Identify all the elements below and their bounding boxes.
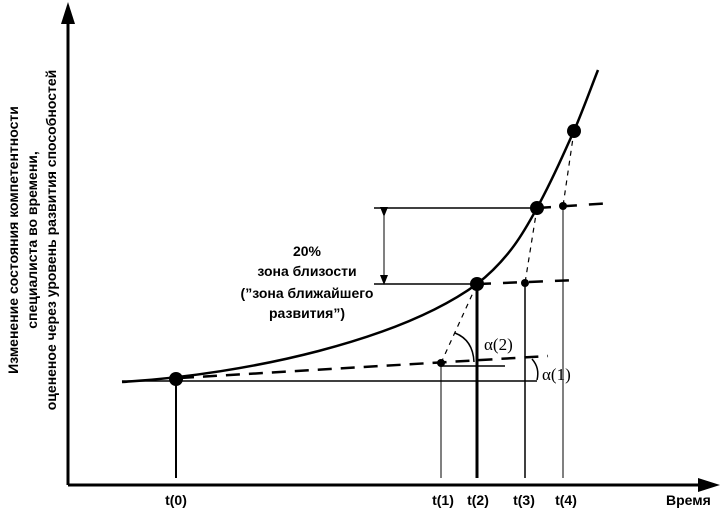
y-axis-arrow-icon	[61, 2, 75, 24]
tick-t1: t(1)	[432, 492, 454, 508]
diag-3	[562, 130, 575, 207]
competence-curve	[121, 69, 600, 384]
point-t4	[567, 124, 581, 138]
angle-arc-2	[454, 332, 475, 363]
y-label-line-2: специалиста во времени,	[24, 151, 40, 329]
zone-label-3: (”зона ближайшего	[241, 285, 374, 301]
x-axis-arrow-icon	[698, 478, 720, 492]
angle-label-1: α(1)	[542, 365, 571, 384]
point-t0	[169, 372, 183, 386]
point-t2	[470, 277, 484, 291]
point-t4-small	[559, 202, 567, 210]
y-axis-label: Изменение состояния компетентности специ…	[5, 70, 59, 411]
diag-2	[524, 207, 538, 284]
y-label-line-3: оцененое через уровень развития способно…	[43, 70, 59, 411]
tick-t4: t(4)	[555, 492, 577, 508]
zone-label-4: развития”)	[269, 305, 345, 321]
point-t3	[530, 201, 544, 215]
tick-t0: t(0)	[165, 492, 187, 508]
angle-arc-1	[531, 358, 539, 381]
x-axis-label: Время	[666, 492, 711, 508]
diag-1	[440, 283, 478, 364]
point-t1-small	[437, 359, 445, 367]
tick-t2: t(2)	[467, 492, 489, 508]
t3-level-dashed	[536, 201, 613, 210]
tick-t3: t(3)	[513, 492, 535, 508]
zone-label-2: зона близости	[257, 263, 356, 279]
t2-level-dashed	[476, 278, 579, 286]
angle-label-2: α(2)	[484, 335, 513, 354]
zone-label-1: 20%	[293, 243, 322, 259]
tangent-t0	[179, 354, 549, 380]
y-label-line-1: Изменение состояния компетентности	[5, 106, 21, 374]
point-t3-small	[521, 279, 529, 287]
